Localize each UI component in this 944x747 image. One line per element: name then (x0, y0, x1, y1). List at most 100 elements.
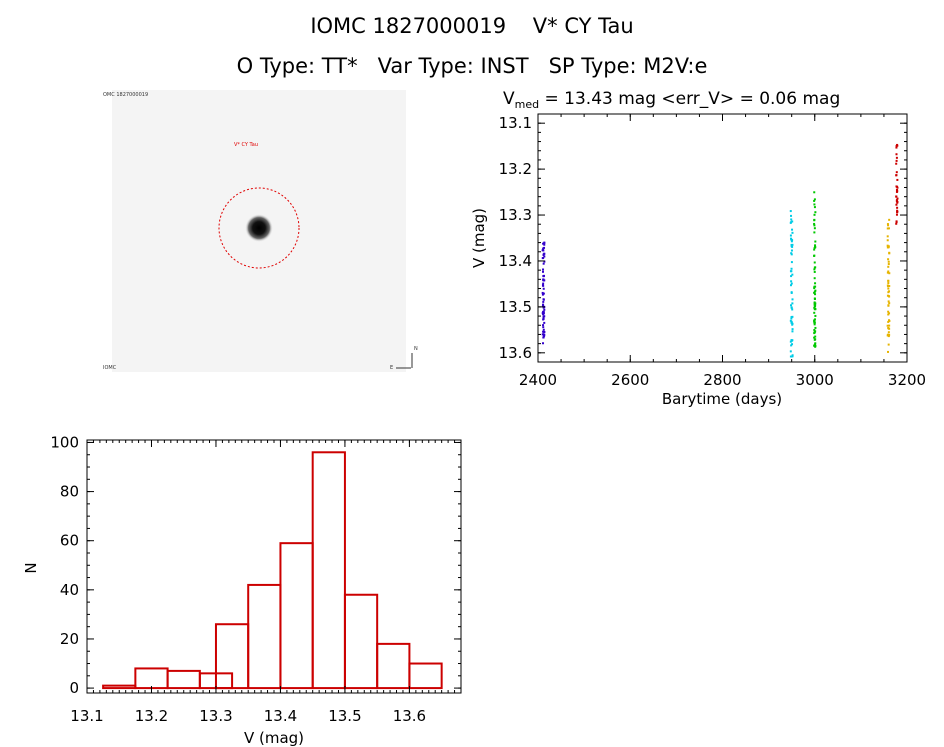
light-curve-point (813, 290, 816, 293)
light-curve-point (886, 271, 889, 274)
corner-label-top-left: OMC 1827000019 (103, 92, 148, 98)
y-tick-label: 13.6 (499, 344, 532, 362)
light-curve-point (887, 320, 890, 323)
light-curve-point (813, 277, 816, 280)
light-curve-point (791, 231, 794, 234)
light-curve-point (814, 326, 817, 329)
corner-label-east: E (390, 365, 393, 371)
light-curve-point (896, 211, 899, 214)
x-tick-label: 13.3 (199, 707, 232, 725)
light-curve-axes: 2400 2600 2800 3000 3200 13.1 13.2 13.3 13.4 13.5… (499, 114, 926, 389)
light-curve-point (789, 270, 792, 273)
light-curve-point (813, 329, 816, 332)
corner-label-north: N (414, 346, 418, 352)
light-curve-point (896, 189, 899, 192)
light-curve-point (895, 153, 898, 156)
light-curve-point (886, 246, 889, 249)
light-curve-point (887, 227, 890, 230)
light-curve-point (791, 298, 794, 301)
x-tick-label: 3000 (796, 371, 834, 389)
light-curve-point (887, 265, 890, 268)
x-tick-label: 13.6 (393, 707, 426, 725)
light-curve-point (813, 224, 816, 227)
light-curve-point (543, 331, 546, 334)
light-curve-point (814, 335, 817, 338)
light-curve-point (791, 328, 794, 331)
light-curve-point (896, 209, 899, 212)
light-curve-point (790, 321, 793, 324)
light-curve-point (790, 306, 793, 309)
light-curve-point (543, 243, 546, 246)
light-curve-point (542, 242, 545, 245)
light-curve-point (790, 253, 793, 256)
y-tick-label: 13.4 (499, 252, 532, 270)
star-image: V* CY Tau OMC 1827000019 IOMC N E (103, 90, 418, 372)
y-tick-label: 13.5 (499, 298, 532, 316)
x-tick-label: 2600 (611, 371, 649, 389)
light-curve-point (790, 267, 793, 270)
y-tick-label: 13.1 (499, 114, 532, 132)
x-tick-label: 13.2 (135, 707, 168, 725)
light-curve-point (791, 354, 794, 357)
light-curve-point (814, 314, 817, 317)
star-blob (245, 214, 273, 242)
light-curve-point (887, 282, 890, 285)
star-image-svg: V* CY Tau OMC 1827000019 IOMC N E (103, 92, 418, 371)
light-curve-point (887, 300, 890, 303)
light-curve-point (888, 319, 891, 322)
light-curve-point (888, 290, 891, 293)
light-curve-point (887, 327, 890, 330)
light-curve-point (813, 323, 816, 326)
light-curve-point (888, 285, 891, 288)
light-curve-point (813, 231, 816, 234)
light-curve-point (789, 319, 792, 322)
light-curve-point (542, 298, 545, 301)
light-curve-point (896, 200, 899, 203)
light-curve-point (813, 344, 816, 347)
light-curve-point (813, 321, 816, 324)
histogram-bar (343, 593, 379, 690)
light-curve-point (813, 302, 816, 305)
light-curve-point (791, 220, 794, 223)
light-curve-point (789, 234, 792, 237)
x-tick-label: 2400 (519, 371, 557, 389)
light-curve-point (896, 206, 899, 209)
light-curve-point (887, 331, 890, 334)
light-curve-point (542, 282, 545, 285)
light-curve-point (814, 293, 817, 296)
light-curve-point (541, 312, 544, 315)
light-curve-point (543, 246, 546, 249)
light-curve-point (887, 285, 890, 288)
light-curve-point (814, 266, 817, 269)
light-curve-point (813, 254, 816, 257)
light-curve-point (790, 282, 793, 285)
light-curve-point (814, 211, 817, 214)
histogram-xlabel: V (mag) (244, 729, 304, 747)
light-curve-point (791, 308, 794, 311)
light-curve-point (790, 280, 793, 283)
light-curve-point (813, 308, 816, 311)
corner-label-bottom-left: IOMC (103, 365, 117, 371)
light-curve-point (790, 218, 793, 221)
light-curve-point (886, 239, 889, 242)
light-curve-point (542, 336, 545, 339)
light-curve-point (790, 261, 793, 264)
histogram-bar (279, 542, 314, 690)
light-curve-point (814, 240, 817, 243)
light-curve-point (813, 332, 816, 335)
light-curve-point (813, 287, 816, 290)
light-curve-point (541, 291, 544, 294)
page-title: IOMC 1827000019 V* CY Tau (310, 14, 634, 38)
light-curve-point (813, 305, 816, 308)
title-v: V (503, 89, 515, 109)
light-curve-point (542, 300, 545, 303)
light-curve-point (542, 318, 545, 321)
histogram-bar (166, 669, 201, 690)
light-curve-point (887, 258, 890, 261)
x-tick-label: 13.5 (328, 707, 361, 725)
light-curve-point (790, 245, 793, 248)
light-curve-point (895, 222, 898, 225)
light-curve-point (542, 324, 545, 327)
light-curve-xlabel: Barytime (days) (662, 390, 782, 408)
